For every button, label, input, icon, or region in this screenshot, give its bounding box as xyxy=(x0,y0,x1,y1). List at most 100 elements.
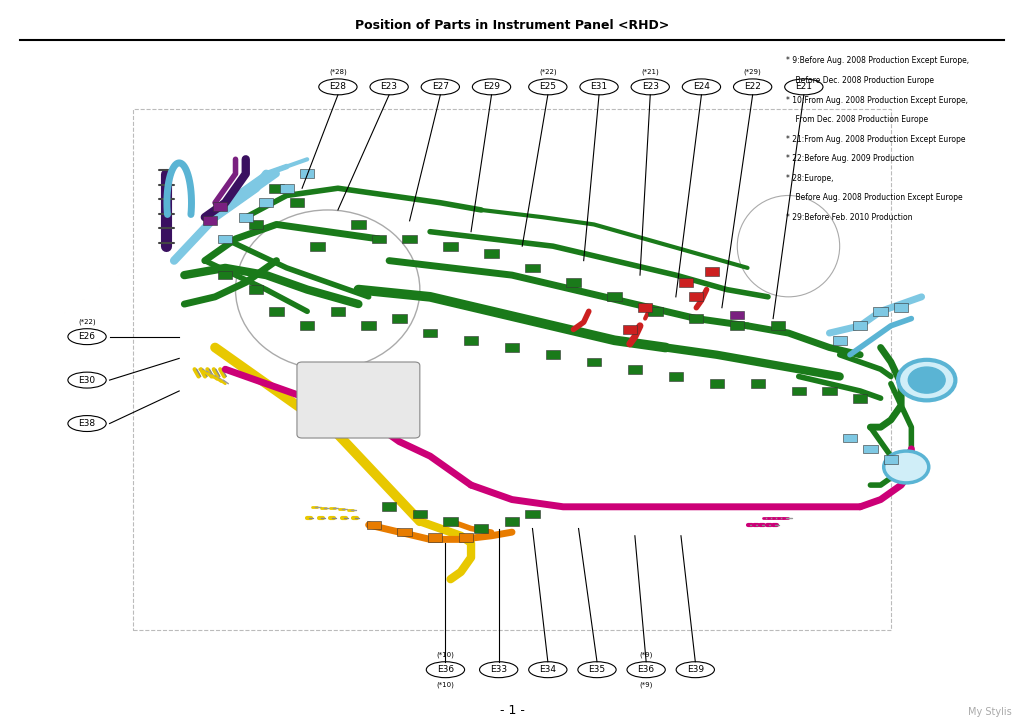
Text: Before Dec. 2008 Production Europe: Before Dec. 2008 Production Europe xyxy=(786,76,935,85)
Text: E33: E33 xyxy=(490,665,507,674)
Bar xyxy=(372,235,386,243)
Text: - 1 -: - 1 - xyxy=(500,704,524,717)
Text: (*28): (*28) xyxy=(329,69,347,75)
Text: E36: E36 xyxy=(437,665,454,674)
Text: Before Aug. 2008 Production Except Europe: Before Aug. 2008 Production Except Europ… xyxy=(786,193,963,202)
Text: E31: E31 xyxy=(591,83,607,91)
Text: * 21:From Aug. 2008 Production Except Europe: * 21:From Aug. 2008 Production Except Eu… xyxy=(786,135,966,143)
Bar xyxy=(351,220,366,229)
Bar xyxy=(730,321,744,330)
Bar xyxy=(428,533,442,542)
Bar xyxy=(648,307,663,316)
Bar xyxy=(863,445,878,453)
Bar xyxy=(218,271,232,279)
Text: E34: E34 xyxy=(540,665,556,674)
Bar xyxy=(310,242,325,251)
Bar xyxy=(505,343,519,352)
Bar xyxy=(300,321,314,330)
Text: E26: E26 xyxy=(79,332,95,341)
Bar xyxy=(443,517,458,526)
Bar xyxy=(402,235,417,243)
Bar xyxy=(546,350,560,359)
Text: E21: E21 xyxy=(796,83,812,91)
Bar xyxy=(397,528,412,536)
Bar xyxy=(280,184,294,193)
Text: (*9): (*9) xyxy=(639,681,653,688)
Text: (*9): (*9) xyxy=(639,652,653,658)
Text: (*29): (*29) xyxy=(743,69,762,75)
Bar xyxy=(843,434,857,442)
Circle shape xyxy=(898,360,955,400)
Text: (*10): (*10) xyxy=(436,652,455,658)
Bar xyxy=(628,365,642,374)
Bar xyxy=(689,314,703,323)
Bar xyxy=(884,455,898,464)
Bar xyxy=(710,379,724,388)
Bar xyxy=(751,379,765,388)
Bar xyxy=(203,216,217,225)
Bar xyxy=(730,311,744,319)
Bar xyxy=(269,184,284,193)
Bar xyxy=(822,387,837,395)
Bar xyxy=(239,213,253,222)
Bar xyxy=(213,202,227,211)
Text: * 22:Before Aug. 2009 Production: * 22:Before Aug. 2009 Production xyxy=(786,154,914,163)
Text: * 29:Before Feb. 2010 Production: * 29:Before Feb. 2010 Production xyxy=(786,213,913,222)
Bar xyxy=(525,510,540,518)
Text: E25: E25 xyxy=(540,83,556,91)
Bar xyxy=(833,336,847,345)
Bar xyxy=(771,321,785,330)
Text: E22: E22 xyxy=(744,83,761,91)
Text: E38: E38 xyxy=(79,419,95,428)
Bar xyxy=(638,303,652,312)
Bar xyxy=(679,278,693,287)
Bar xyxy=(525,264,540,272)
Bar xyxy=(269,307,284,316)
Bar xyxy=(259,198,273,207)
Bar xyxy=(484,249,499,258)
Bar xyxy=(474,524,488,533)
Text: E39: E39 xyxy=(687,665,703,674)
Text: * 28:Europe,: * 28:Europe, xyxy=(786,174,834,182)
Text: From Dec. 2008 Production Europe: From Dec. 2008 Production Europe xyxy=(786,115,929,124)
Bar xyxy=(459,533,473,542)
Text: E29: E29 xyxy=(483,83,500,91)
Bar xyxy=(361,321,376,330)
Bar xyxy=(464,336,478,345)
Text: E36: E36 xyxy=(638,665,654,674)
FancyBboxPatch shape xyxy=(297,362,420,438)
Bar xyxy=(669,372,683,381)
Bar xyxy=(607,292,622,301)
Bar xyxy=(587,358,601,366)
Bar xyxy=(566,278,581,287)
Circle shape xyxy=(884,451,929,483)
Text: * 9:Before Aug. 2008 Production Except Europe,: * 9:Before Aug. 2008 Production Except E… xyxy=(786,56,970,65)
Text: E30: E30 xyxy=(79,376,95,384)
Text: E35: E35 xyxy=(589,665,605,674)
Bar xyxy=(873,307,888,316)
Text: My Stylis: My Stylis xyxy=(968,707,1012,717)
Text: (*22): (*22) xyxy=(539,69,557,75)
Bar xyxy=(853,321,867,330)
Text: Position of Parts in Instrument Panel <RHD>: Position of Parts in Instrument Panel <R… xyxy=(355,19,669,32)
Text: E23: E23 xyxy=(642,83,658,91)
Bar xyxy=(367,521,381,529)
Text: (*10): (*10) xyxy=(436,681,455,688)
Bar xyxy=(331,307,345,316)
Text: E27: E27 xyxy=(432,83,449,91)
Text: E23: E23 xyxy=(381,83,397,91)
Text: E28: E28 xyxy=(330,83,346,91)
Bar xyxy=(423,329,437,337)
Bar xyxy=(623,325,637,334)
Bar xyxy=(894,303,908,312)
Bar xyxy=(505,517,519,526)
Text: E24: E24 xyxy=(693,83,710,91)
Bar xyxy=(249,220,263,229)
Bar xyxy=(853,394,867,403)
Bar xyxy=(249,285,263,294)
Bar xyxy=(392,314,407,323)
Bar xyxy=(705,267,719,276)
Circle shape xyxy=(908,367,945,393)
Bar xyxy=(413,510,427,518)
Text: (*21): (*21) xyxy=(641,69,659,75)
